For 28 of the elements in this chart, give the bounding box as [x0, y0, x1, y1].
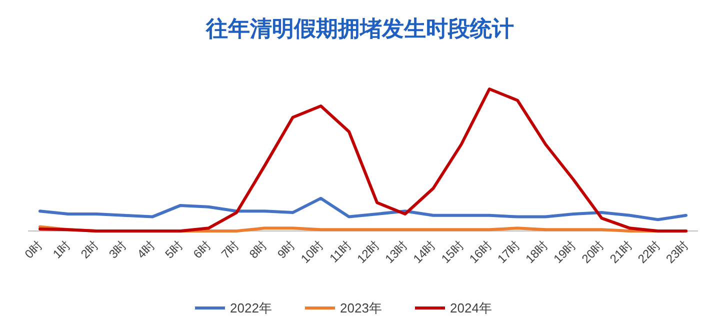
x-tick-label: 22时: [635, 238, 664, 266]
x-tick-label: 2时: [78, 238, 102, 262]
x-tick-label: 16时: [466, 238, 494, 266]
x-tick-label: 5时: [162, 238, 186, 262]
x-tick-label: 8时: [246, 238, 270, 262]
x-tick-label: 21时: [607, 238, 635, 266]
x-tick-label: 9时: [274, 238, 298, 262]
x-tick-label: 7时: [218, 238, 242, 262]
x-tick-label: 4时: [134, 238, 158, 262]
x-tick-label: 18时: [522, 238, 551, 266]
legend-label: 2023年: [340, 300, 382, 316]
x-tick-label: 19时: [550, 238, 579, 266]
x-tick-label: 10时: [298, 238, 326, 266]
x-tick-label: 13时: [382, 238, 410, 266]
legend-label: 2022年: [230, 300, 272, 316]
x-tick-label: 6时: [190, 238, 214, 262]
x-tick-label: 3时: [106, 238, 130, 262]
chart-title: 往年清明假期拥堵发生时段统计: [205, 16, 514, 41]
x-tick-label: 0时: [22, 238, 46, 262]
x-tick-label: 12时: [354, 238, 382, 266]
x-tick-label: 11时: [326, 238, 354, 266]
x-tick-label: 15时: [438, 238, 466, 266]
x-tick-label: 23时: [663, 238, 692, 266]
x-tick-label: 14时: [410, 238, 438, 266]
x-tick-label: 1时: [50, 238, 74, 262]
x-tick-label: 17时: [494, 238, 523, 266]
x-tick-label: 20时: [579, 238, 607, 266]
legend-label: 2024年: [450, 300, 492, 316]
